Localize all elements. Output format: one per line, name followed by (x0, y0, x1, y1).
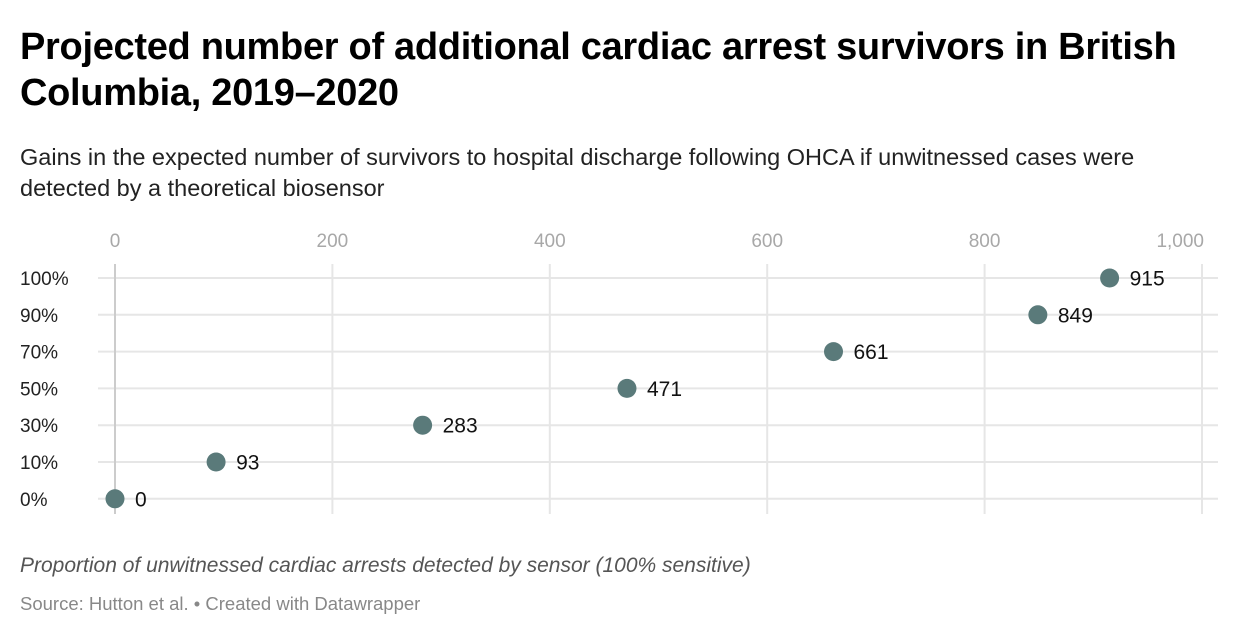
x-tick-label: 0 (110, 231, 121, 252)
source-note: Source: Hutton et al. • Created with Dat… (20, 593, 421, 614)
y-axis-ticks: 100% 90% 70% 50% 30% 10% 0% (20, 269, 69, 511)
data-label: 661 (854, 341, 889, 364)
x-tick-label: 200 (317, 231, 349, 252)
chart-subtitle: Gains in the expected number of survivor… (20, 144, 1135, 201)
data-label: 471 (647, 378, 682, 401)
data-label: 283 (443, 415, 478, 438)
x-tick-label: 1,000 (1156, 231, 1204, 252)
y-tick-label: 0% (20, 490, 48, 511)
x-tick-label: 600 (751, 231, 783, 252)
data-point (824, 342, 844, 362)
y-tick-label: 30% (20, 416, 58, 437)
y-axis-caption: Proportion of unwitnessed cardiac arrest… (20, 554, 751, 577)
data-label: 849 (1058, 304, 1093, 327)
y-tick-label: 100% (20, 269, 69, 290)
grid-lines (98, 264, 1218, 514)
data-point (1028, 305, 1048, 325)
data-label: 0 (135, 488, 147, 511)
y-tick-label: 10% (20, 453, 58, 474)
x-axis-ticks: 0 200 400 600 800 1,000 (110, 231, 1204, 252)
data-point (206, 452, 226, 472)
y-tick-label: 90% (20, 306, 58, 327)
data-labels: 915 849 661 471 283 93 0 (135, 268, 1165, 512)
dot-plot-chart: 0 200 400 600 800 1,000 100% 90% 70% 50% 30% 10% 0%… (20, 231, 1218, 514)
x-tick-label: 400 (534, 231, 566, 252)
data-label: 93 (236, 452, 259, 475)
chart-title: Projected number of additional cardiac a… (20, 26, 1177, 114)
data-label: 915 (1130, 268, 1165, 291)
y-tick-label: 50% (20, 379, 58, 400)
y-tick-label: 70% (20, 343, 58, 364)
data-point (413, 415, 433, 435)
data-points (105, 268, 1120, 509)
data-point (105, 489, 125, 509)
data-point (617, 378, 637, 398)
x-tick-label: 800 (969, 231, 1001, 252)
data-point (1100, 268, 1120, 288)
